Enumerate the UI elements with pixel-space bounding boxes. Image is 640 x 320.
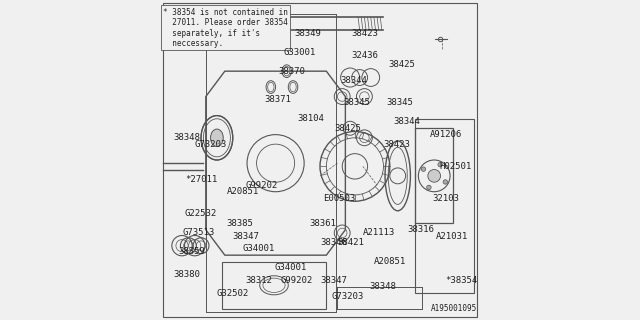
Circle shape <box>443 180 447 184</box>
Text: 38345: 38345 <box>344 99 371 108</box>
Text: G34001: G34001 <box>274 263 307 272</box>
Text: 38346: 38346 <box>320 238 347 247</box>
Text: E00503: E00503 <box>323 194 355 203</box>
Text: 38361: 38361 <box>309 219 336 228</box>
Text: 38349: 38349 <box>294 28 321 38</box>
Text: 38347: 38347 <box>233 232 260 241</box>
Text: A21031: A21031 <box>436 232 468 241</box>
Text: G99202: G99202 <box>280 276 312 285</box>
Text: 38344: 38344 <box>340 76 367 85</box>
Text: 38425: 38425 <box>334 124 361 133</box>
Text: 38359: 38359 <box>179 247 205 257</box>
Text: A91206: A91206 <box>429 130 461 139</box>
Text: 38344: 38344 <box>393 117 420 126</box>
Text: 38345: 38345 <box>387 99 413 108</box>
Text: 38421: 38421 <box>337 238 364 247</box>
Circle shape <box>427 185 431 190</box>
Circle shape <box>421 167 426 171</box>
Text: G73513: G73513 <box>183 228 215 237</box>
Text: G99202: G99202 <box>246 181 278 190</box>
Text: 38316: 38316 <box>407 225 434 234</box>
Text: 38370: 38370 <box>279 67 306 76</box>
Text: * 38354 is not contained in
  27011. Please order 38354
  separately, if it's
  : * 38354 is not contained in 27011. Pleas… <box>163 8 288 48</box>
Text: 38348: 38348 <box>369 282 396 292</box>
Text: G22532: G22532 <box>184 209 216 219</box>
Text: A20851: A20851 <box>227 187 259 196</box>
Text: 38423: 38423 <box>383 140 410 148</box>
Text: 38104: 38104 <box>298 114 324 123</box>
Text: G32502: G32502 <box>217 289 249 298</box>
Circle shape <box>428 170 440 182</box>
Text: G33001: G33001 <box>284 48 316 57</box>
Text: 38371: 38371 <box>264 95 291 104</box>
Text: 38312: 38312 <box>246 276 273 285</box>
Bar <box>415 128 453 223</box>
Text: 38385: 38385 <box>227 219 253 228</box>
Text: A195001095: A195001095 <box>431 304 477 313</box>
Text: A20851: A20851 <box>374 257 406 266</box>
Text: H02501: H02501 <box>439 162 471 171</box>
Text: 32436: 32436 <box>352 51 379 60</box>
Text: 38425: 38425 <box>388 60 415 69</box>
Text: 38348: 38348 <box>173 133 200 142</box>
Text: G73203: G73203 <box>331 292 364 301</box>
Text: *27011: *27011 <box>185 174 218 184</box>
Text: G73203: G73203 <box>195 140 227 148</box>
Text: 32103: 32103 <box>433 194 460 203</box>
Text: 38347: 38347 <box>320 276 347 285</box>
Text: *38354: *38354 <box>445 276 477 285</box>
Circle shape <box>438 163 442 167</box>
Text: 38380: 38380 <box>173 270 200 279</box>
Text: 38423: 38423 <box>352 28 379 38</box>
Bar <box>415 119 474 293</box>
Ellipse shape <box>211 129 223 147</box>
Text: A21113: A21113 <box>363 228 395 237</box>
Text: G34001: G34001 <box>243 244 275 253</box>
